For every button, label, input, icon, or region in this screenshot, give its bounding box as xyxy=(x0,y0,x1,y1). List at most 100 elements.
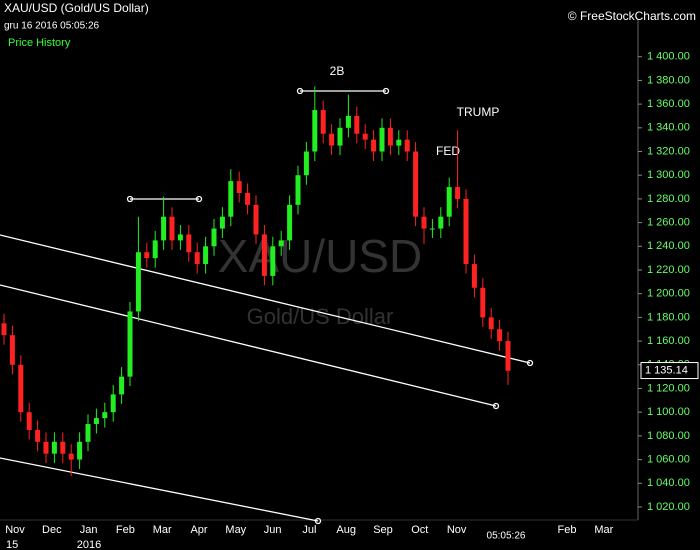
candle-body xyxy=(320,110,326,134)
y-tick-label: 1 360.00 xyxy=(647,98,690,110)
x-tick-label: Apr xyxy=(190,524,207,536)
line-handle xyxy=(126,195,134,203)
candle-body xyxy=(119,376,125,395)
candle-body xyxy=(295,175,301,205)
candle-body xyxy=(26,412,32,430)
candle-body xyxy=(219,216,225,229)
annotation: TRUMP xyxy=(457,105,500,119)
x-tick-label: Mar xyxy=(594,524,613,536)
y-tick-label: 1 200.00 xyxy=(647,288,690,300)
candle-body xyxy=(85,424,91,442)
x-tick-label: Dec xyxy=(42,524,62,536)
candle-body xyxy=(35,429,41,442)
x-tick-label: Sep xyxy=(373,524,393,536)
candle-body xyxy=(1,323,7,336)
x-tick-label: Nov xyxy=(447,524,467,536)
y-tick-label: 1 020.00 xyxy=(647,501,690,513)
annotation: 2B xyxy=(330,64,345,78)
candle-body xyxy=(480,287,486,318)
x-tick-label: Jul xyxy=(302,524,316,536)
trend-line xyxy=(0,234,531,364)
candle-body xyxy=(169,216,175,241)
x-tick-label: Mar xyxy=(153,524,172,536)
candle-body xyxy=(329,133,335,146)
candle-body xyxy=(127,311,133,377)
candle-body xyxy=(18,364,24,413)
year-label: 2016 xyxy=(77,539,101,550)
line-handle xyxy=(195,195,203,203)
candle-body xyxy=(93,418,99,425)
candle-body xyxy=(253,204,259,235)
x-tick-label: Oct xyxy=(411,524,428,536)
candle-body xyxy=(194,252,200,265)
y-tick-label: 1 340.00 xyxy=(647,122,690,134)
y-tick-label: 1 240.00 xyxy=(647,240,690,252)
candle-body xyxy=(186,234,192,253)
candle-body xyxy=(312,110,318,152)
candle-body xyxy=(211,228,217,247)
candle-body xyxy=(102,412,108,419)
y-tick-label: 1 040.00 xyxy=(647,477,690,489)
candle-body xyxy=(497,329,503,342)
line-handle xyxy=(314,517,322,525)
y-tick-label: 1 300.00 xyxy=(647,169,690,181)
line-handle xyxy=(296,87,304,95)
candle-body xyxy=(43,441,49,454)
candle-body xyxy=(236,181,242,193)
candle-body xyxy=(228,181,234,217)
y-tick-label: 1 060.00 xyxy=(647,453,690,465)
candle-body xyxy=(110,394,116,413)
candle-body xyxy=(429,228,435,230)
candle-body xyxy=(387,127,393,146)
y-tick-label: 1 320.00 xyxy=(647,145,690,157)
line-handle xyxy=(526,359,534,367)
watermark: XAU/USD xyxy=(218,230,422,282)
candle-body xyxy=(161,216,167,241)
x-tick-label: Nov xyxy=(5,524,25,536)
candle-body xyxy=(245,192,251,205)
candle-body xyxy=(270,246,276,276)
candle-body xyxy=(354,115,360,134)
candle-body xyxy=(177,234,183,241)
line-handle xyxy=(492,402,500,410)
candle-body xyxy=(60,441,66,454)
candle-body xyxy=(345,115,351,128)
y-tick-label: 1 100.00 xyxy=(647,406,690,418)
candle-body xyxy=(261,234,267,276)
chart-title: XAU/USD (Gold/US Dollar) xyxy=(4,1,149,15)
y-tick-label: 1 260.00 xyxy=(647,217,690,229)
y-tick-label: 1 400.00 xyxy=(647,51,690,63)
y-tick-label: 1 080.00 xyxy=(647,430,690,442)
y-tick-label: 1 120.00 xyxy=(647,382,690,394)
candle-body xyxy=(203,246,209,265)
candle-body xyxy=(446,187,452,217)
time-label: 05:05:26 xyxy=(487,531,526,542)
x-tick-label: Aug xyxy=(336,524,356,536)
x-tick-label: Jun xyxy=(264,524,282,536)
x-tick-label: May xyxy=(225,524,246,536)
candle-body xyxy=(505,341,511,371)
candle-body xyxy=(463,198,469,265)
last-price-box xyxy=(640,362,699,380)
candle-body xyxy=(77,441,83,460)
candle-body xyxy=(135,252,141,312)
trend-lines xyxy=(0,87,534,525)
annotation: FED xyxy=(436,144,460,158)
y-tick-label: 1 220.00 xyxy=(647,264,690,276)
year-label: 15 xyxy=(6,539,18,550)
candle-body xyxy=(471,264,477,288)
candle-body xyxy=(371,139,377,152)
copyright: © FreeStockCharts.com xyxy=(568,9,696,23)
candle-body xyxy=(9,335,15,365)
candle-body xyxy=(396,139,402,146)
chart-subtitle: gru 16 2016 05:05:26 xyxy=(4,21,100,32)
y-tick-label: 1 180.00 xyxy=(647,311,690,323)
candle-body xyxy=(278,240,284,247)
candle-body xyxy=(337,127,343,146)
last-price-label: 1 135.14 xyxy=(645,364,688,376)
candle-body xyxy=(404,139,410,152)
x-tick-label: Jan xyxy=(80,524,98,536)
x-tick-label: Feb xyxy=(116,524,135,536)
panel-label: Price History xyxy=(8,37,71,49)
